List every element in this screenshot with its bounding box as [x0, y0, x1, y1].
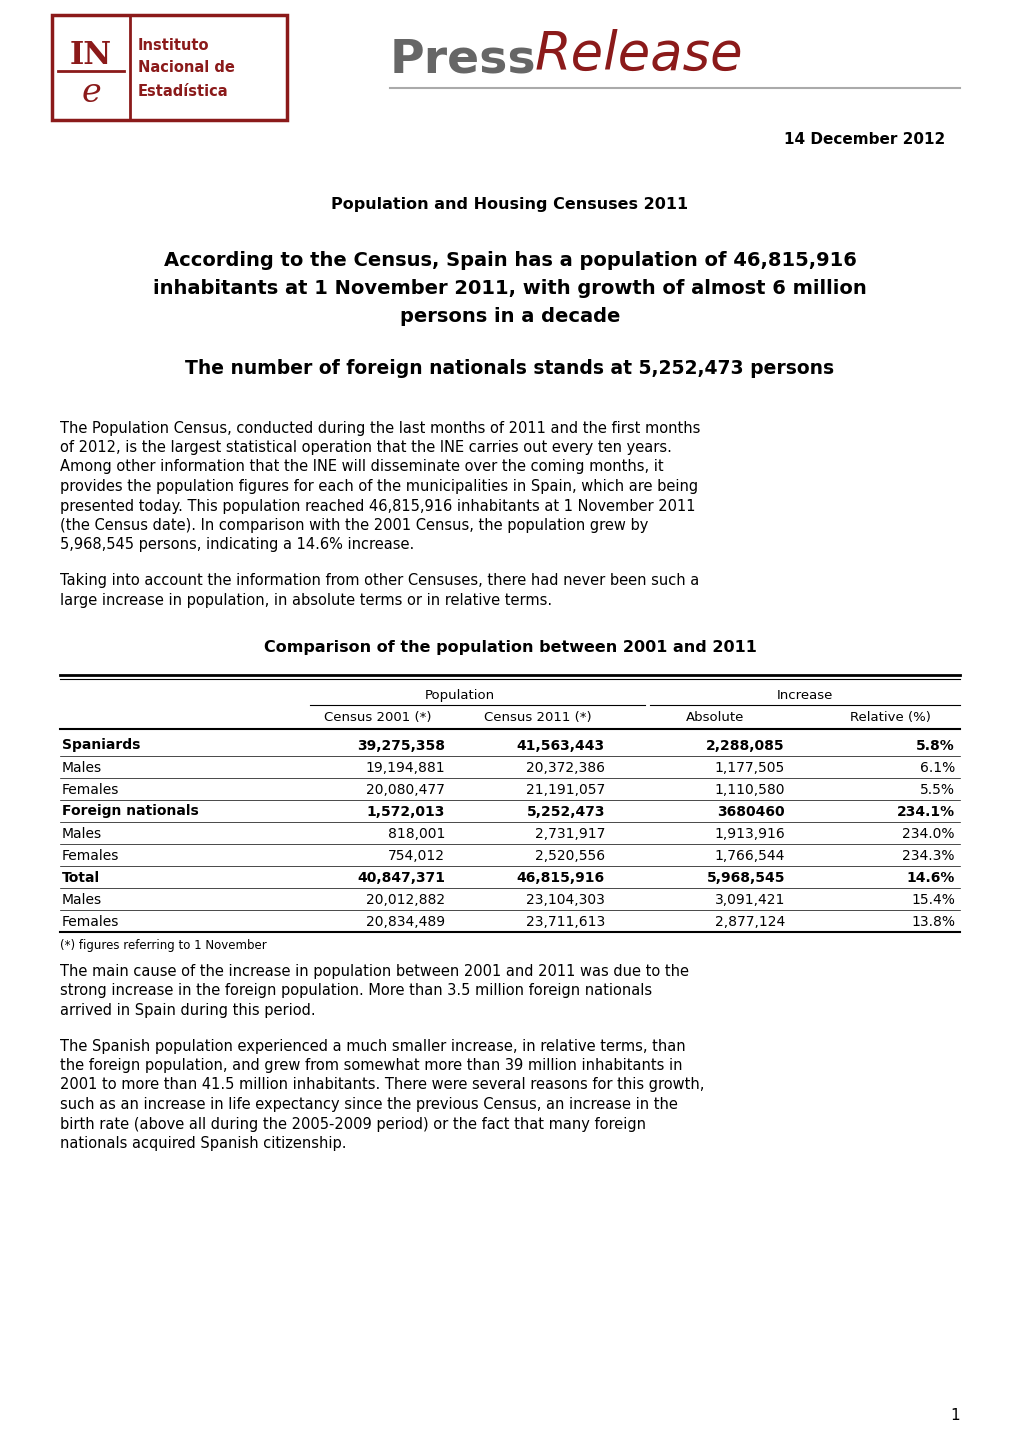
Text: 1: 1 — [950, 1407, 959, 1422]
Text: 41,563,443: 41,563,443 — [517, 738, 604, 753]
Text: Foreign nationals: Foreign nationals — [62, 805, 199, 819]
Text: 39,275,358: 39,275,358 — [357, 738, 444, 753]
Text: the foreign population, and grew from somewhat more than 39 million inhabitants : the foreign population, and grew from so… — [60, 1058, 682, 1073]
Text: Females: Females — [62, 783, 119, 796]
Text: Instituto: Instituto — [138, 37, 209, 52]
Text: 20,012,882: 20,012,882 — [366, 893, 444, 907]
Text: 818,001: 818,001 — [387, 826, 444, 841]
Text: 1,572,013: 1,572,013 — [366, 805, 444, 819]
Text: Nacional de: Nacional de — [138, 61, 234, 75]
Text: Total: Total — [62, 871, 100, 884]
Text: Spaniards: Spaniards — [62, 738, 141, 753]
Text: provides the population figures for each of the municipalities in Spain, which a: provides the population figures for each… — [60, 479, 697, 495]
Text: IN: IN — [70, 39, 112, 71]
Text: Females: Females — [62, 914, 119, 929]
Text: 5.5%: 5.5% — [919, 783, 954, 796]
Text: Census 2001 (*): Census 2001 (*) — [323, 711, 431, 724]
Text: 21,191,057: 21,191,057 — [525, 783, 604, 796]
Text: Press: Press — [389, 37, 536, 82]
Text: Absolute: Absolute — [685, 711, 744, 724]
Text: Males: Males — [62, 893, 102, 907]
Text: Estadística: Estadística — [138, 84, 228, 98]
Text: persons in a decade: persons in a decade — [399, 307, 620, 326]
Text: Comparison of the population between 2001 and 2011: Comparison of the population between 200… — [263, 640, 756, 655]
Text: 5,968,545: 5,968,545 — [706, 871, 785, 884]
Text: 2001 to more than 41.5 million inhabitants. There were several reasons for this : 2001 to more than 41.5 million inhabitan… — [60, 1077, 704, 1093]
Text: 20,372,386: 20,372,386 — [526, 760, 604, 774]
Text: 1,913,916: 1,913,916 — [713, 826, 785, 841]
Text: large increase in population, in absolute terms or in relative terms.: large increase in population, in absolut… — [60, 593, 551, 607]
Text: arrived in Spain during this period.: arrived in Spain during this period. — [60, 1004, 315, 1018]
Text: Males: Males — [62, 826, 102, 841]
Text: 20,834,489: 20,834,489 — [366, 914, 444, 929]
Text: 3680460: 3680460 — [716, 805, 785, 819]
Text: (the Census date). In comparison with the 2001 Census, the population grew by: (the Census date). In comparison with th… — [60, 518, 648, 534]
Text: 1,110,580: 1,110,580 — [713, 783, 785, 796]
Text: 5,252,473: 5,252,473 — [526, 805, 604, 819]
Text: The Spanish population experienced a much smaller increase, in relative terms, t: The Spanish population experienced a muc… — [60, 1038, 685, 1054]
Text: 6.1%: 6.1% — [919, 760, 954, 774]
Text: e: e — [82, 76, 101, 110]
Text: 754,012: 754,012 — [387, 848, 444, 862]
Text: of 2012, is the largest statistical operation that the INE carries out every ten: of 2012, is the largest statistical oper… — [60, 440, 672, 456]
Text: Males: Males — [62, 760, 102, 774]
Text: 19,194,881: 19,194,881 — [365, 760, 444, 774]
Text: 23,711,613: 23,711,613 — [525, 914, 604, 929]
Text: Population and Housing Censuses 2011: Population and Housing Censuses 2011 — [331, 198, 688, 212]
Text: Census 2011 (*): Census 2011 (*) — [483, 711, 591, 724]
Text: strong increase in the foreign population. More than 3.5 million foreign nationa: strong increase in the foreign populatio… — [60, 983, 651, 998]
Text: 20,080,477: 20,080,477 — [366, 783, 444, 796]
Text: such as an increase in life expectancy since the previous Census, an increase in: such as an increase in life expectancy s… — [60, 1097, 678, 1112]
Text: 2,731,917: 2,731,917 — [534, 826, 604, 841]
Text: presented today. This population reached 46,815,916 inhabitants at 1 November 20: presented today. This population reached… — [60, 499, 695, 513]
Text: Release: Release — [535, 29, 743, 81]
Text: 1,177,505: 1,177,505 — [714, 760, 785, 774]
Text: (*) figures referring to 1 November: (*) figures referring to 1 November — [60, 939, 267, 952]
Text: 234.3%: 234.3% — [902, 848, 954, 862]
Text: The number of foreign nationals stands at 5,252,473 persons: The number of foreign nationals stands a… — [185, 359, 834, 378]
Text: 2,877,124: 2,877,124 — [714, 914, 785, 929]
Text: 13.8%: 13.8% — [910, 914, 954, 929]
Text: The main cause of the increase in population between 2001 and 2011 was due to th: The main cause of the increase in popula… — [60, 965, 688, 979]
Text: Among other information that the INE will disseminate over the coming months, it: Among other information that the INE wil… — [60, 460, 663, 474]
Text: 14 December 2012: 14 December 2012 — [783, 133, 944, 147]
Text: nationals acquired Spanish citizenship.: nationals acquired Spanish citizenship. — [60, 1136, 346, 1151]
Text: Females: Females — [62, 848, 119, 862]
Text: 2,520,556: 2,520,556 — [534, 848, 604, 862]
Text: 3,091,421: 3,091,421 — [714, 893, 785, 907]
Text: birth rate (above all during the 2005-2009 period) or the fact that many foreign: birth rate (above all during the 2005-20… — [60, 1116, 645, 1132]
Text: 23,104,303: 23,104,303 — [526, 893, 604, 907]
Text: inhabitants at 1 November 2011, with growth of almost 6 million: inhabitants at 1 November 2011, with gro… — [153, 278, 866, 297]
Text: Population: Population — [425, 689, 494, 702]
Bar — [52, 14, 286, 120]
Text: 40,847,371: 40,847,371 — [357, 871, 444, 884]
Text: The Population Census, conducted during the last months of 2011 and the first mo: The Population Census, conducted during … — [60, 421, 700, 435]
Text: 234.1%: 234.1% — [896, 805, 954, 819]
Text: Taking into account the information from other Censuses, there had never been su: Taking into account the information from… — [60, 572, 699, 588]
Text: 234.0%: 234.0% — [902, 826, 954, 841]
Text: Relative (%): Relative (%) — [849, 711, 929, 724]
Text: 14.6%: 14.6% — [906, 871, 954, 884]
Text: 2,288,085: 2,288,085 — [706, 738, 785, 753]
Text: 46,815,916: 46,815,916 — [517, 871, 604, 884]
Text: 5.8%: 5.8% — [915, 738, 954, 753]
Text: Increase: Increase — [776, 689, 833, 702]
Text: 15.4%: 15.4% — [910, 893, 954, 907]
Text: According to the Census, Spain has a population of 46,815,916: According to the Census, Spain has a pop… — [163, 251, 856, 270]
Text: 1,766,544: 1,766,544 — [714, 848, 785, 862]
Text: 5,968,545 persons, indicating a 14.6% increase.: 5,968,545 persons, indicating a 14.6% in… — [60, 538, 414, 552]
